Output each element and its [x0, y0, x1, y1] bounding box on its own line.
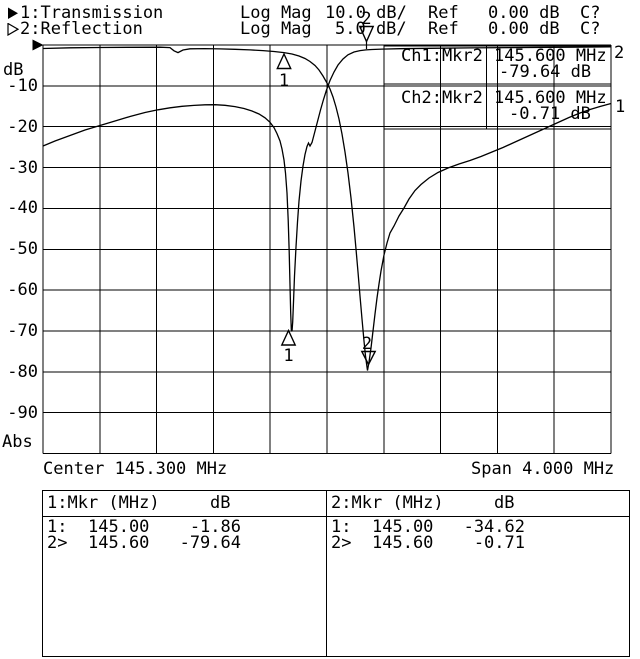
marker-table-ch1-title: 1:Mkr (MHz): [47, 493, 160, 513]
marker-table: 1:Mkr (MHz) dB 1: 145.00 -1.86 2> 145.60…: [42, 490, 630, 657]
readout-ch2-value: -0.71 dB: [509, 104, 591, 124]
table-row: 1: 145.00 -1.86: [43, 517, 326, 537]
y-tick-minus50: -50: [7, 239, 38, 259]
y-tick-minus20: -20: [7, 117, 38, 137]
graticule: [42, 44, 612, 454]
transmission-trace: [42, 46, 612, 371]
marker-table-ch2-title: 2:Mkr (MHz): [331, 493, 444, 513]
marker-db-value: -0.71: [473, 533, 525, 553]
marker-id: 1:: [331, 517, 352, 537]
marker-id: 2>: [331, 533, 352, 553]
channel1-format: Log Mag: [240, 3, 312, 23]
marker-frequency: 145.00: [372, 517, 434, 537]
marker2-reflection: 2: [358, 9, 375, 49]
marker-id: 1:: [47, 517, 68, 537]
marker-readout-box: [383, 45, 612, 130]
reference-level-arrow-icon: [32, 39, 44, 51]
marker-frequency: 145.60: [372, 533, 434, 553]
readout-ch1-value: -79.64 dB: [499, 62, 592, 82]
marker2-transmission: 2: [360, 334, 377, 367]
y-tick-minus90: -90: [7, 403, 38, 423]
marker-table-ch1-header: 1:Mkr (MHz) dB: [43, 491, 326, 517]
trace2-end-label: 2: [614, 43, 624, 63]
span-label: Span 4.000 MHz: [471, 459, 615, 479]
reflection-trace: [42, 46, 612, 332]
channel1-ref-label: Ref: [428, 3, 459, 23]
marker-table-ch1-db-label: dB: [210, 493, 231, 513]
channel2-cal-status: C?: [580, 19, 601, 39]
y-axis-abs-label: Abs: [2, 432, 33, 452]
channel1-active-icon: [8, 7, 18, 19]
marker-id: 2>: [47, 533, 68, 553]
marker1-reflection: 1: [280, 328, 297, 366]
readout-ch2-marker: Ch2:Mkr2: [401, 88, 483, 108]
marker-table-ch2-db-label: dB: [494, 493, 515, 513]
marker-table-ch2: 2:Mkr (MHz) dB 1: 145.00 -34.62 2> 145.6…: [326, 491, 629, 656]
marker-db-value: -79.64: [179, 533, 241, 553]
readout-ch1-frequency: 145.600 MHz: [494, 46, 607, 66]
readout-ch2-frequency: 145.600 MHz: [494, 88, 607, 108]
marker-table-ch2-header: 2:Mkr (MHz) dB: [327, 491, 629, 517]
channel2-inactive-icon: [7, 23, 19, 36]
center-frequency-label: Center 145.300 MHz: [43, 459, 228, 479]
channel2-ref-value: 0.00 dB: [488, 19, 560, 39]
table-row: 2> 145.60 -0.71: [327, 533, 629, 553]
channel2-ref-label: Ref: [428, 19, 459, 39]
channel1-ref-value: 0.00 dB: [488, 3, 560, 23]
marker-frequency: 145.60: [88, 533, 150, 553]
y-tick-minus30: -30: [7, 158, 38, 178]
marker1-transmission-label: 1: [279, 71, 289, 91]
marker1-reflection-label: 1: [283, 346, 293, 366]
y-tick-minus40: -40: [7, 198, 38, 218]
table-row: 1: 145.00 -34.62: [327, 517, 629, 537]
marker-table-ch1: 1:Mkr (MHz) dB 1: 145.00 -1.86 2> 145.60…: [43, 491, 326, 656]
trace1-end-label: 1: [615, 97, 625, 117]
marker2-transmission-label: 2: [362, 334, 372, 354]
marker-frequency: 145.00: [88, 517, 150, 537]
y-tick-minus10: -10: [7, 76, 38, 96]
marker-db-value: -34.62: [463, 517, 525, 537]
channel1-scale: 10.0 dB/: [325, 3, 407, 23]
marker1-transmission: 1: [276, 52, 292, 91]
channel2-scale: 5.0 dB/: [335, 19, 407, 39]
channel2-format: Log Mag: [240, 19, 312, 39]
y-axis-unit-label: dB: [3, 60, 24, 80]
y-tick-minus80: -80: [7, 362, 38, 382]
y-tick-minus70: -70: [7, 321, 38, 341]
channel2-title: 2:Reflection: [20, 19, 143, 39]
marker2-reflection-label: 2: [361, 9, 371, 29]
channel1-title: 1:Transmission: [20, 3, 164, 23]
readout-ch1-marker: Ch1:Mkr2: [401, 46, 483, 66]
y-tick-minus60: -60: [7, 280, 38, 300]
table-row: 2> 145.60 -79.64: [43, 533, 326, 553]
marker-db-value: -1.86: [189, 517, 241, 537]
channel1-cal-status: C?: [580, 3, 601, 23]
